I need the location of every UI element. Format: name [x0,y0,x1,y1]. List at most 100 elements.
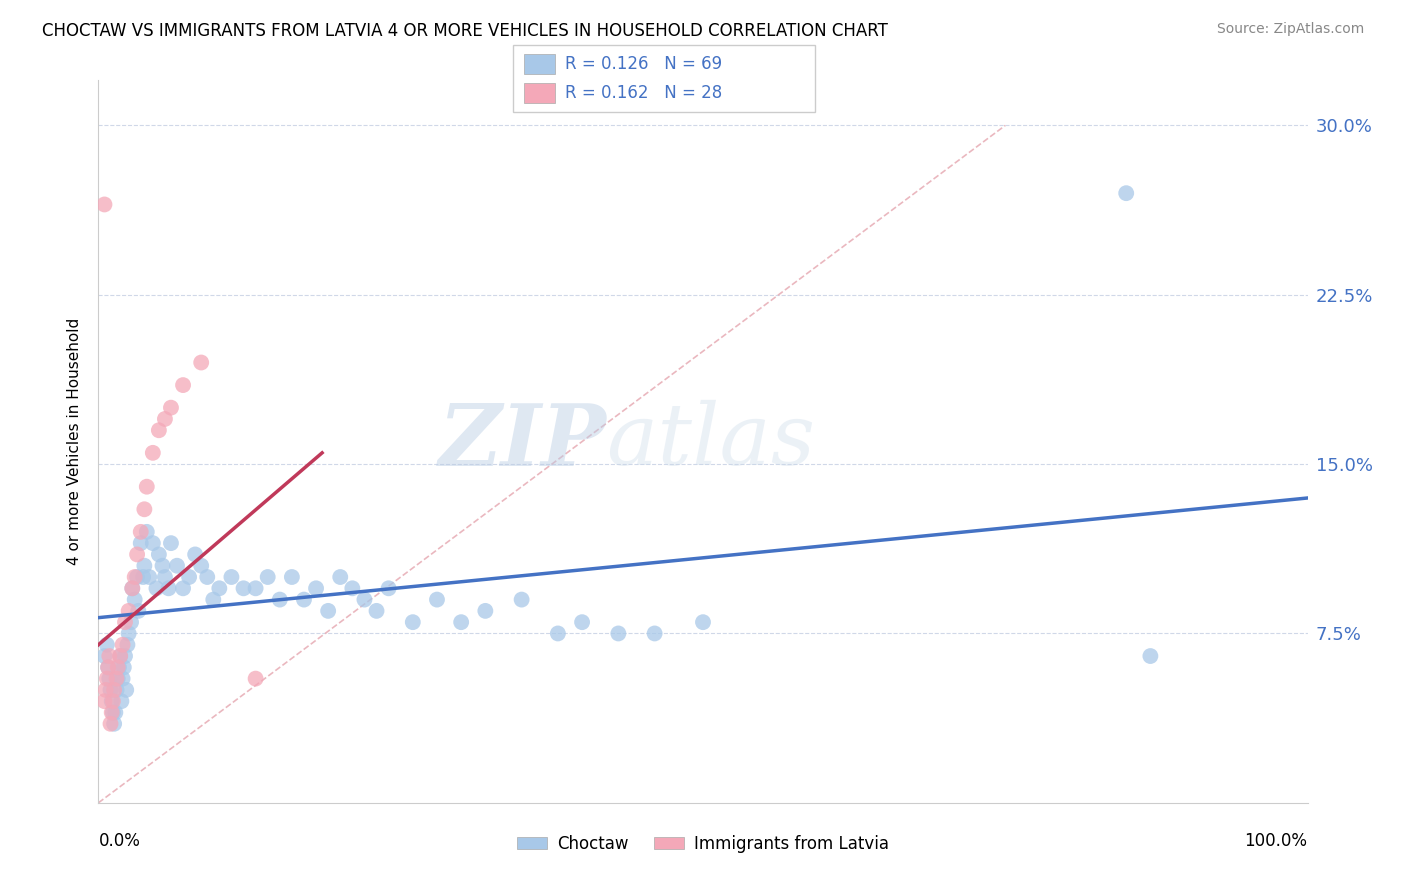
Point [474,604,496,618]
Point [118,604,141,618]
Point [105,672,128,686]
Text: R = 0.162   N = 28: R = 0.162 N = 28 [565,84,723,102]
Point [111,638,134,652]
Point [135,524,157,539]
Point [366,604,388,618]
Text: atlas: atlas [606,401,815,483]
Point [160,536,183,550]
Point [353,592,375,607]
Point [402,615,425,630]
Point [342,582,364,596]
Point [108,648,131,663]
Point [129,524,152,539]
Point [547,626,569,640]
Point [121,582,143,596]
Point [644,626,666,640]
Point [134,502,156,516]
Point [120,615,142,630]
Point [245,672,267,686]
Point [117,638,139,652]
Point [245,582,267,596]
Point [105,682,128,697]
Point [98,672,121,686]
Point [100,682,122,697]
Point [1139,648,1161,663]
Point [127,570,149,584]
Point [114,648,136,663]
Point [112,660,135,674]
Point [281,570,304,584]
Point [97,660,120,674]
Text: 100.0%: 100.0% [1244,831,1308,850]
Point [135,480,157,494]
Point [103,682,125,697]
Point [172,378,194,392]
Point [118,626,141,640]
Point [142,446,165,460]
Point [190,558,212,573]
Point [97,660,120,674]
Point [134,558,156,573]
Point [195,570,218,584]
Point [202,592,225,607]
Text: Source: ZipAtlas.com: Source: ZipAtlas.com [1216,22,1364,37]
Text: ZIP: ZIP [439,400,606,483]
Point [269,592,291,607]
Text: R = 0.126   N = 69: R = 0.126 N = 69 [565,55,723,73]
Point [142,536,165,550]
Point [190,355,212,369]
Point [157,582,180,596]
Point [148,548,170,562]
Point [148,423,170,437]
Point [166,558,188,573]
Point [316,604,339,618]
Point [111,672,134,686]
Point [121,582,143,596]
Point [450,615,472,630]
Point [377,582,399,596]
Point [104,706,127,720]
Point [93,648,115,663]
Point [153,570,176,584]
Point [305,582,328,596]
Point [98,648,121,663]
Point [179,570,201,584]
Point [103,716,125,731]
Point [152,558,174,573]
Point [94,682,117,697]
Point [100,694,122,708]
Point [153,412,176,426]
Point [510,592,533,607]
Text: 0.0%: 0.0% [98,831,141,850]
Point [145,582,167,596]
Point [108,648,131,663]
Point [96,672,118,686]
Point [107,660,129,674]
Point [221,570,243,584]
Point [129,536,152,550]
Point [127,604,149,618]
Point [108,660,131,674]
Point [93,694,115,708]
Point [184,548,207,562]
Point [115,682,138,697]
Point [292,592,315,607]
Text: CHOCTAW VS IMMIGRANTS FROM LATVIA 4 OR MORE VEHICLES IN HOUSEHOLD CORRELATION CH: CHOCTAW VS IMMIGRANTS FROM LATVIA 4 OR M… [42,22,889,40]
Point [138,570,160,584]
Point [607,626,630,640]
Point [208,582,231,596]
Point [124,570,146,584]
Point [329,570,352,584]
Point [256,570,278,584]
Point [100,706,122,720]
Point [124,592,146,607]
Legend: Choctaw, Immigrants from Latvia: Choctaw, Immigrants from Latvia [510,828,896,860]
Point [101,694,124,708]
Y-axis label: 4 or more Vehicles in Household: 4 or more Vehicles in Household [67,318,83,566]
Point [571,615,593,630]
Point [110,694,132,708]
Point [96,638,118,652]
Point [107,672,129,686]
Point [101,706,124,720]
Point [172,582,194,596]
